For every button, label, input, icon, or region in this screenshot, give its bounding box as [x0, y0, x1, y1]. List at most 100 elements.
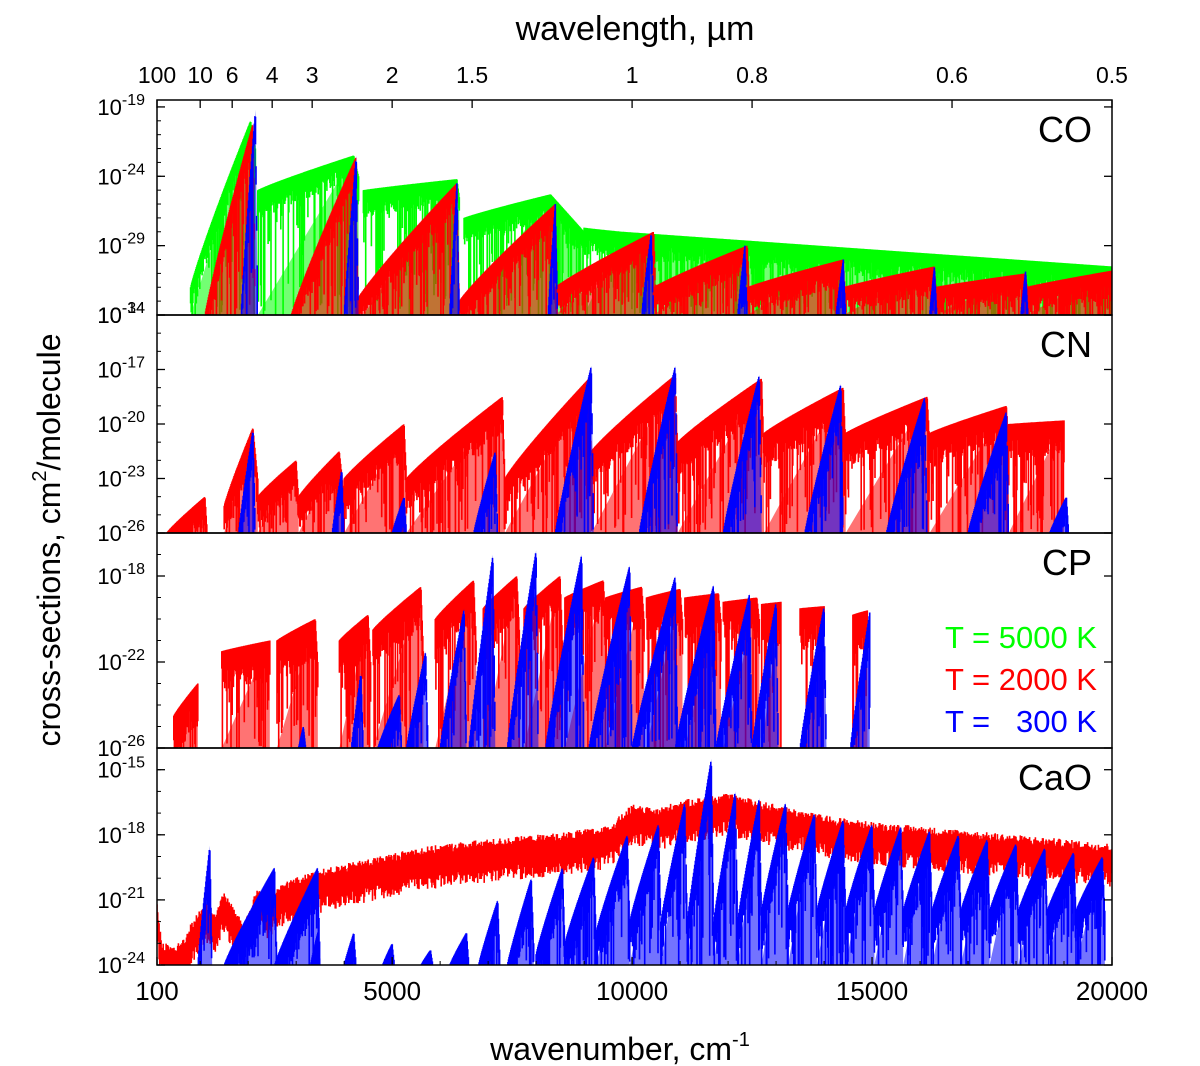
band-envelope-24 [932, 834, 961, 965]
top-tick-label: 100 [138, 62, 176, 88]
band-envelope-0 [197, 845, 213, 965]
top-tick-label: 6 [226, 62, 239, 88]
y-tick-exp: -15 [122, 755, 145, 772]
y-tick-exp: -24 [122, 161, 145, 178]
band-envelope-14 [660, 802, 688, 965]
y-axis-title-sup: 2 [29, 470, 51, 481]
band-envelope-6 [723, 375, 762, 533]
band-envelope-1 [221, 640, 270, 748]
y-tick-label: 10-15 [97, 755, 145, 783]
band-1 [257, 155, 360, 315]
y-tick-exp: -19 [122, 92, 145, 109]
y-tick-exp: -18 [122, 561, 145, 578]
band-envelope-29 [1076, 856, 1105, 965]
band-envelope-8 [588, 565, 633, 748]
x-tick-label: 15000 [836, 976, 908, 1006]
y-tick-exp: -26 [122, 733, 145, 750]
band-envelope-14 [850, 612, 870, 748]
y-tick-exp: -18 [122, 820, 145, 837]
band-envelope-9 [1025, 270, 1112, 315]
y-tick-base: 10 [97, 758, 121, 783]
band-envelope-25 [960, 839, 990, 965]
y-tick-exp: -24 [122, 950, 145, 967]
band-envelope-8 [478, 899, 501, 965]
band-envelope-5 [737, 245, 748, 315]
panel-label-cao: CaO [1018, 757, 1092, 798]
x-axis-title-main: wavenumber, cm [489, 1031, 732, 1066]
band-envelope-0 [238, 429, 256, 533]
y-tick-base: 10 [97, 358, 121, 383]
y-tick-exp: -20 [122, 409, 145, 426]
band-envelope-7 [545, 554, 585, 748]
panel-cn-series [166, 365, 1069, 533]
y-tick-label: 10-18 [97, 561, 145, 589]
y-tick-exp: -22 [122, 647, 145, 664]
x-axis-title: wavenumber, cm-1 [489, 1029, 750, 1066]
top-tick-label: 0.5 [1096, 62, 1128, 88]
y-tick-exp: -17 [122, 355, 145, 372]
y-tick-base: 10 [97, 412, 121, 437]
band-envelope-10 [675, 584, 717, 748]
y-tick-base: 10 [97, 234, 121, 259]
y-tick-base: 10 [97, 888, 121, 913]
panel-label-cn: CN [1040, 324, 1092, 365]
band-envelope-12 [1008, 420, 1064, 533]
series-2000k-cn [166, 375, 1065, 533]
y-tick-exp: -14 [122, 300, 145, 317]
band-envelope-1 [224, 867, 277, 965]
band-envelope-0 [241, 109, 258, 315]
band-envelope-3 [298, 451, 345, 533]
band-envelope-1 [344, 155, 359, 315]
panel-label-cp: CP [1042, 542, 1092, 583]
y-tick-base: 10 [97, 95, 121, 120]
top-tick-label: 10 [187, 62, 213, 88]
y-tick-label: 10-26 [97, 733, 145, 761]
y-tick-base: 10 [97, 467, 121, 492]
y-axis-title: cross-sections, cm2/molecule [29, 333, 67, 746]
band-envelope-4 [641, 231, 654, 315]
band-envelope-7 [843, 266, 937, 315]
band-envelope-11 [564, 856, 597, 965]
series-300k-cp [298, 550, 871, 748]
band-envelope-3 [473, 451, 498, 533]
band-envelope-12 [596, 834, 630, 965]
band-envelope-11 [716, 593, 753, 748]
band-envelope-8 [934, 273, 1028, 315]
band-envelope-2 [377, 694, 402, 748]
band-envelope-1 [332, 469, 345, 533]
band-envelope-23 [903, 830, 932, 965]
y-tick-label: 10-19 [97, 92, 145, 120]
band-envelope-4 [555, 231, 657, 315]
band-envelope-1 [351, 672, 364, 748]
band-envelope-19 [788, 813, 817, 965]
x-tick-label: 20000 [1076, 976, 1148, 1006]
band-envelope-27 [1018, 847, 1048, 965]
band-envelope-17 [737, 797, 762, 965]
y-axis-title-main: cross-sections, cm [31, 482, 67, 747]
band-envelope-20 [816, 819, 846, 965]
band-envelope-8 [886, 396, 928, 533]
y-tick-label: 10-23 [97, 464, 145, 492]
y-tick-exp: -34 [122, 300, 145, 317]
band-envelope-18 [761, 802, 789, 965]
x-tick-label: 10000 [596, 976, 668, 1006]
band-envelope-22 [874, 826, 904, 965]
band-envelope-9 [507, 878, 534, 965]
y-tick-label: 10-18 [97, 820, 145, 848]
y-tick-label: 10-26 [97, 518, 145, 546]
band-envelope-0 [173, 683, 198, 748]
y-tick-base: 10 [97, 953, 121, 978]
series-300k-cn [238, 365, 1069, 533]
top-tick-label: 0.8 [736, 62, 768, 88]
band-envelope-6 [507, 550, 539, 748]
y-tick-label: 10-24 [97, 161, 145, 189]
top-tick-label: 2 [386, 62, 399, 88]
y-tick-base: 10 [97, 823, 121, 848]
band-envelope-2 [257, 460, 299, 533]
band-envelope-5 [653, 245, 750, 315]
band-envelope-5 [468, 554, 496, 748]
band-envelope-0 [205, 123, 256, 315]
band-envelope-4 [344, 424, 407, 533]
band-envelope-9 [632, 576, 678, 748]
legend-entry-2000k: T = 2000 K [945, 662, 1097, 697]
